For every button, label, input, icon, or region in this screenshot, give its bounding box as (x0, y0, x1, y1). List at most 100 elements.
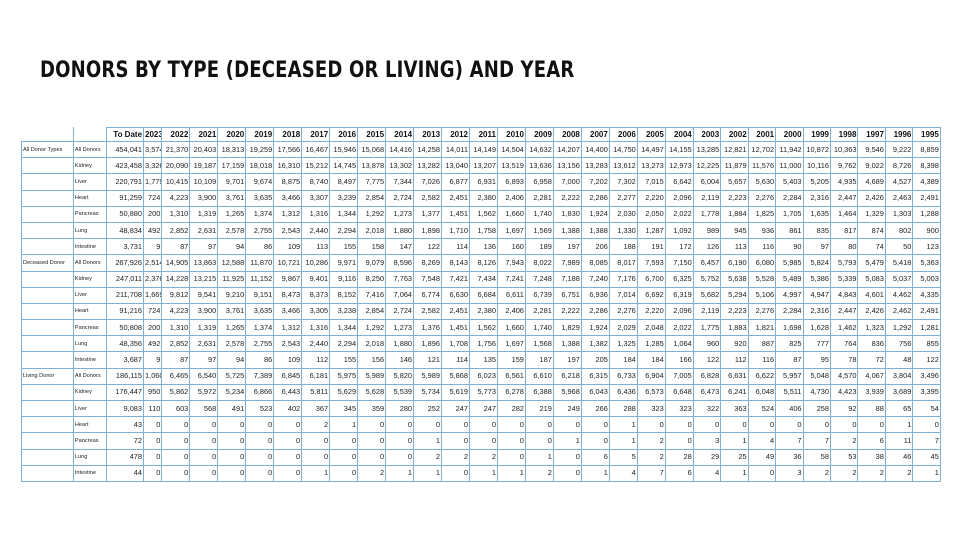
value-cell: 2,316 (802, 302, 832, 321)
value-cell: 14,905 (161, 254, 191, 272)
donor-type-cell (21, 383, 74, 402)
value-cell: 0 (217, 448, 247, 466)
value-cell: 6,457 (692, 254, 722, 272)
value-cell: 16,467 (301, 140, 331, 159)
value-cell: 2,286 (580, 189, 610, 207)
value-cell: 3,574 (143, 140, 163, 159)
organ-cell: Intestine (72, 238, 108, 256)
value-cell: 1,697 (496, 221, 526, 240)
value-cell: 191 (636, 238, 666, 256)
value-cell: 1,779 (143, 173, 163, 191)
value-cell: 247 (441, 399, 470, 418)
column-header: 2012 (441, 127, 470, 142)
value-cell: 6,023 (468, 367, 498, 385)
value-cell: 603 (161, 399, 191, 418)
value-cell: 5,106 (747, 286, 777, 304)
value-cell: 50,880 (106, 205, 145, 223)
value-cell: 1,376 (413, 319, 443, 337)
value-cell: 2,220 (636, 189, 666, 207)
value-cell: 74 (857, 238, 886, 256)
value-cell: 5,985 (775, 254, 804, 272)
value-cell: 94 (217, 238, 247, 256)
value-cell: 359 (357, 399, 387, 418)
table-row: Heart 91,216 724 4,223 3,900 3,761 3,635 3,466 3… (21, 302, 941, 321)
value-cell: 5,811 (301, 383, 331, 402)
value-cell: 50,808 (106, 319, 145, 337)
value-cell: 2,294 (329, 335, 359, 353)
value-cell: 4,423 (829, 383, 859, 402)
value-cell: 8,398 (912, 157, 941, 175)
value-cell: 1,292 (884, 319, 914, 337)
table-row: Intestine 3,731 9 87 97 94 86 109 113 155 158 147 12… (21, 238, 941, 256)
value-cell: 2,223 (720, 189, 749, 207)
value-cell: 189 (524, 238, 554, 256)
value-cell: 197 (552, 351, 582, 369)
value-cell: 1,303 (884, 205, 914, 223)
value-cell: 11,576 (747, 157, 777, 175)
value-cell: 3,761 (217, 189, 247, 207)
value-cell: 0 (441, 464, 470, 482)
value-cell: 1,319 (189, 205, 219, 223)
value-cell: 2,284 (775, 302, 804, 321)
value-cell: 0 (357, 432, 387, 450)
value-cell: 2,462 (884, 302, 914, 321)
column-header: 1995 (912, 127, 941, 142)
value-cell: 49 (747, 448, 777, 466)
value-cell: 13,636 (524, 157, 554, 175)
value-cell: 0 (329, 448, 359, 466)
value-cell: 1,281 (912, 319, 941, 337)
value-cell: 6,004 (692, 173, 722, 191)
value-cell: 6,278 (496, 383, 526, 402)
value-cell: 6 (664, 464, 694, 482)
value-cell: 1,451 (441, 205, 470, 223)
value-cell: 20,090 (161, 157, 191, 175)
value-cell: 0 (552, 448, 582, 466)
value-cell: 5,528 (747, 270, 777, 288)
value-cell: 523 (245, 399, 275, 418)
donor-type-cell (21, 205, 74, 223)
value-cell: 2,223 (720, 302, 749, 321)
value-cell: 7,421 (441, 270, 470, 288)
value-cell: 4,843 (829, 286, 859, 304)
value-cell: 1 (301, 464, 331, 482)
value-cell: 2,582 (413, 189, 443, 207)
value-cell: 13,285 (692, 140, 722, 159)
value-cell: 1,273 (385, 205, 415, 223)
table-row: Kidney 423,458 3,326 20,090 19,187 17,159 18,0… (21, 157, 941, 175)
value-cell: 1 (524, 448, 554, 466)
column-header: 1998 (829, 127, 859, 142)
value-cell: 5,205 (802, 173, 832, 191)
value-cell: 147 (385, 238, 415, 256)
value-cell: 14,632 (524, 140, 554, 159)
value-cell: 0 (775, 416, 804, 434)
value-cell: 5,657 (720, 173, 749, 191)
value-cell: 20,403 (189, 140, 219, 159)
column-header: 2015 (357, 127, 387, 142)
value-cell: 1,829 (552, 319, 582, 337)
organ-cell: All Donors (72, 254, 108, 272)
value-cell: 1,285 (636, 335, 666, 353)
value-cell: 2,440 (301, 221, 331, 240)
value-cell: 1,374 (245, 205, 275, 223)
value-cell: 7,150 (664, 254, 694, 272)
value-cell: 13,878 (357, 157, 387, 175)
value-cell: 135 (468, 351, 498, 369)
value-cell: 7,015 (636, 173, 666, 191)
value-cell: 2 (413, 448, 443, 466)
column-header: 2011 (468, 127, 498, 142)
value-cell: 2,724 (385, 302, 415, 321)
value-cell: 7 (636, 464, 666, 482)
value-cell: 0 (161, 432, 191, 450)
value-cell: 9,867 (273, 270, 303, 288)
organ-cell: Pancreas (72, 432, 108, 450)
value-cell: 1 (912, 464, 941, 482)
value-cell: 8,022 (524, 254, 554, 272)
value-cell: 0 (385, 432, 415, 450)
table-row: Lung 478 0 0 0 0 0 0 0 0 0 0 2 2 2 0 1 0 6 5 2 28 29 25 49 36 58 53… (21, 448, 941, 466)
value-cell: 10,286 (301, 254, 331, 272)
value-cell: 1,310 (161, 319, 191, 337)
column-header: 2020 (217, 127, 247, 142)
value-cell: 184 (636, 351, 666, 369)
value-cell: 0 (273, 432, 303, 450)
value-cell: 8,152 (329, 286, 359, 304)
